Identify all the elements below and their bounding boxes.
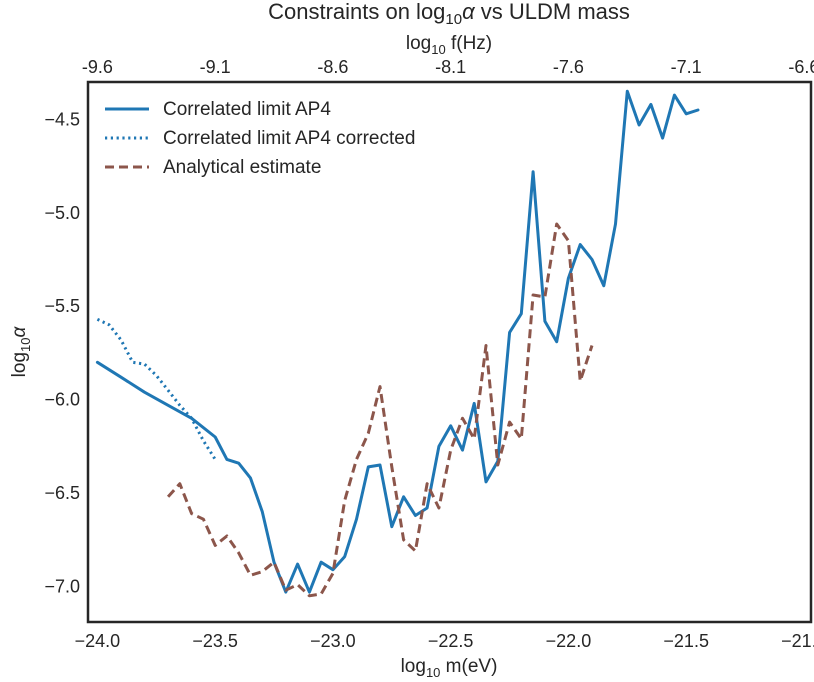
series-line-0 [95,89,700,594]
top-x-tick-label: -9.1 [200,57,231,77]
series-line-2 [166,222,594,598]
y-tick-label: −6.5 [44,483,80,503]
y-tick-label: −6.0 [44,390,80,410]
series-layer [95,89,700,598]
chart-title: Constraints on log10α vs ULDM mass [268,0,630,28]
y-tick-label: −4.5 [44,109,80,129]
x-tick-label: −22.0 [546,631,592,651]
top-x-tick-label: -6.6 [788,57,814,77]
legend: Correlated limit AP4 Correlated limit AP4… [105,99,415,178]
top-x-tick-label: -7.1 [671,57,702,77]
x-axis-label: log10 m(eV) [401,656,498,680]
y-axis-ticks: −7.0 −6.5 −6.0 −5.5 −5.0 −4.5 [44,109,80,596]
top-x-tick-label: -9.6 [82,57,113,77]
x-tick-label: −21.5 [663,631,709,651]
x-axis-ticks: −24.0 −23.5 −23.0 −22.5 −22.0 −21.5 −21.0 [75,631,814,651]
y-tick-label: −5.0 [44,203,80,223]
top-x-axis-label: log10 f(Hz) [406,33,492,57]
plot-area-frame [86,80,813,624]
y-tick-label: −7.0 [44,576,80,596]
y-axis-label: log10α [9,326,33,378]
top-x-axis-ticks: -9.6 -9.1 -8.6 -8.1 -7.6 -7.1 -6.6 [82,57,814,77]
legend-label-2: Analytical estimate [163,157,321,178]
y-tick-label: −5.5 [44,296,80,316]
x-tick-label: −24.0 [75,631,121,651]
top-x-tick-label: -8.6 [317,57,348,77]
top-x-tick-label: -8.1 [435,57,466,77]
x-tick-label: −21.0 [781,631,814,651]
series-line-1 [96,317,217,461]
x-tick-label: −23.0 [310,631,356,651]
legend-label-1: Correlated limit AP4 corrected [163,128,415,149]
top-x-tick-label: -7.6 [553,57,584,77]
legend-label-0: Correlated limit AP4 [163,99,331,120]
x-tick-label: −23.5 [192,631,238,651]
x-tick-label: −22.5 [428,631,474,651]
